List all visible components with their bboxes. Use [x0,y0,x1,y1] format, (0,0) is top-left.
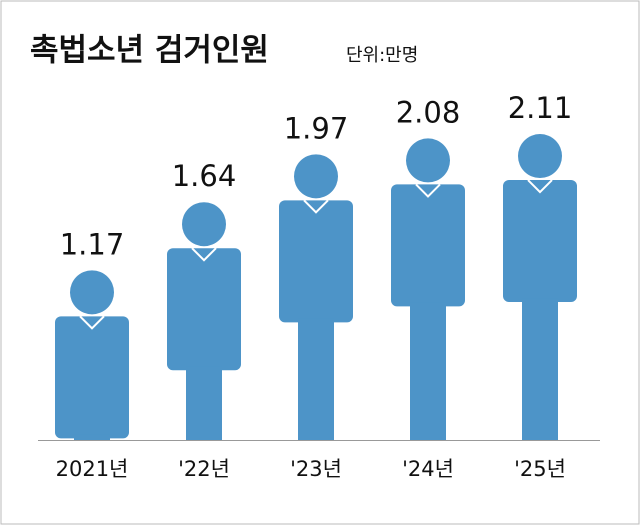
figure-collar [415,183,441,198]
figure-head [406,138,450,183]
figure-body [167,248,241,371]
figure-legs [522,298,558,440]
x-tick-label: '25년 [514,457,566,481]
figure-collar [303,199,329,214]
figure-legs [410,302,446,440]
figure-head [70,270,114,315]
value-label: 1.64 [172,159,237,193]
x-tick-label: '24년 [402,457,454,481]
figure-legs [186,366,222,440]
person-figure [503,134,577,440]
value-label: 2.08 [396,95,461,129]
figure-body [279,200,353,323]
x-tick-label: 2021년 [56,457,129,481]
value-label: 1.97 [284,111,349,145]
figure-body [55,316,129,439]
figure-body [391,184,465,307]
person-figure [167,202,241,440]
person-figure [55,270,129,440]
figure-body [503,180,577,303]
figure-legs [298,318,334,440]
person-figure [391,138,465,440]
figure-collar [527,179,553,194]
value-label: 1.17 [60,227,125,261]
figure-head [294,154,338,199]
person-figure [279,154,353,440]
figure-head [518,134,562,179]
unit-label: 단위:만명 [346,45,418,66]
figure-head [182,202,226,247]
figure-collar [191,247,217,262]
figure-legs [74,434,110,440]
x-tick-label: '22년 [178,457,230,481]
figure-collar [79,315,105,330]
x-tick-label: '23년 [290,457,342,481]
chart-title: 촉법소년 검거인원 [30,33,269,69]
value-label: 2.11 [508,91,573,125]
